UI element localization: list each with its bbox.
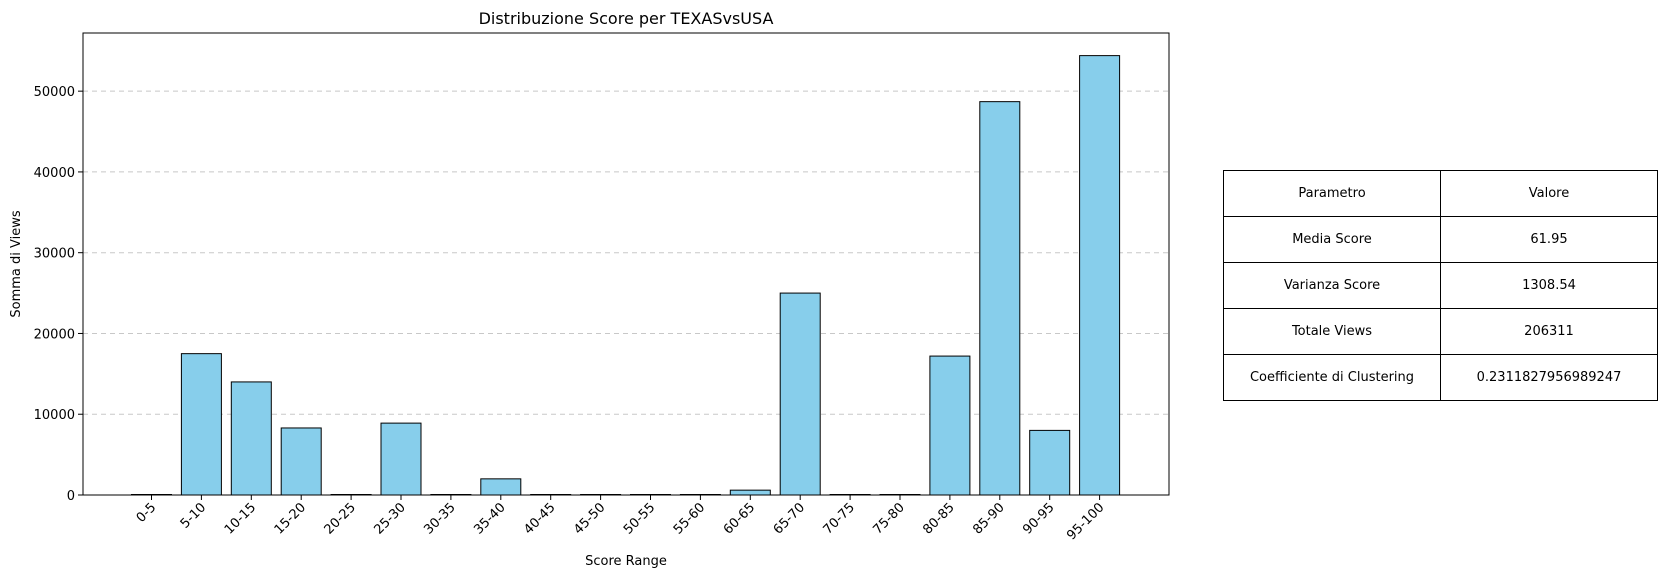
x-tick-label: 90-95	[1020, 500, 1057, 537]
table-cell-parameter: Coefficiente di Clustering	[1223, 354, 1441, 401]
table-cell-value: 1308.54	[1440, 262, 1658, 309]
y-tick-label: 0	[67, 489, 75, 504]
bar	[230, 381, 272, 496]
table-row: Media Score 61.95	[1223, 216, 1658, 263]
bar	[480, 478, 522, 496]
x-tick-label: 70-75	[821, 500, 858, 537]
x-tick-label: 0-5	[134, 500, 160, 526]
x-tick-label: 35-40	[471, 500, 508, 537]
y-axis-label: Somma di Views	[9, 210, 24, 317]
x-tick-label: 75-80	[871, 500, 908, 537]
x-axis-ticks: 0-5 5-10 10-15 15-20 20-25 25-30 30-35 35-40 40-…	[134, 495, 1107, 543]
table-header-row: Parametro Valore	[1223, 170, 1658, 217]
bar	[729, 489, 771, 496]
x-tick-label: 60-65	[721, 500, 758, 537]
x-tick-label: 10-15	[222, 500, 259, 537]
y-axis-ticks: 0 10000 20000 30000 40000 50000	[34, 85, 83, 504]
x-tick-label: 65-70	[771, 500, 808, 537]
table-cell-value: Valore	[1440, 170, 1658, 217]
bar	[929, 355, 971, 496]
x-tick-label: 30-35	[421, 500, 458, 537]
y-tick-label: 20000	[34, 327, 75, 342]
y-tick-label: 50000	[34, 85, 75, 100]
x-tick-label: 20-25	[322, 500, 359, 537]
y-tick-label: 40000	[34, 166, 75, 181]
x-tick-label: 40-45	[521, 500, 558, 537]
x-tick-label: 25-30	[372, 500, 409, 537]
x-tick-label: 15-20	[272, 500, 309, 537]
bar	[380, 422, 422, 496]
x-tick-label: 80-85	[920, 500, 957, 537]
chart-title: Distribuzione Score per TEXASvsUSA	[479, 9, 774, 28]
table-row: Totale Views 206311	[1223, 308, 1658, 355]
stats-table: Parametro Valore Media Score 61.95 Varianza …	[1223, 170, 1658, 401]
table-cell-parameter: Media Score	[1223, 216, 1441, 263]
table-row: Coefficiente di Clustering 0.231182795698…	[1223, 354, 1658, 401]
y-tick-label: 30000	[34, 247, 75, 262]
table-cell-parameter: Totale Views	[1223, 308, 1441, 355]
x-tick-label: 55-60	[671, 500, 708, 537]
bar	[779, 292, 821, 496]
x-axis-label: Score Range	[585, 554, 667, 569]
y-tick-label: 10000	[34, 408, 75, 423]
table-cell-parameter: Varianza Score	[1223, 262, 1441, 309]
table-cell-parameter: Parametro	[1223, 170, 1441, 217]
bars	[131, 55, 1121, 496]
x-tick-label: 50-55	[621, 500, 658, 537]
table-row: Varianza Score 1308.54	[1223, 262, 1658, 309]
x-tick-label: 5-10	[178, 500, 209, 531]
x-tick-label: 45-50	[571, 500, 608, 537]
bar	[280, 427, 322, 496]
x-tick-label: 95-100	[1064, 500, 1107, 543]
table-cell-value: 206311	[1440, 308, 1658, 355]
plot-frame	[82, 32, 1170, 496]
bar	[180, 353, 222, 496]
table-cell-value: 0.2311827956989247	[1440, 354, 1658, 401]
bar	[1029, 429, 1071, 496]
table-cell-value: 61.95	[1440, 216, 1658, 263]
x-tick-label: 85-90	[970, 500, 1007, 537]
bar	[1079, 55, 1121, 496]
bar	[979, 101, 1021, 496]
